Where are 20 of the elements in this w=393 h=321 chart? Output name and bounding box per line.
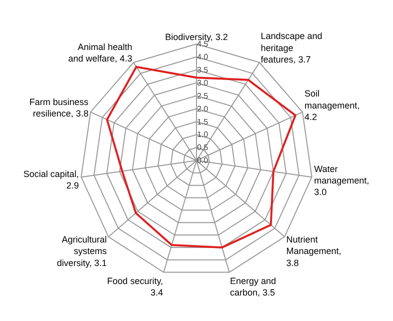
spoke-label: Food security, 3.4 — [107, 276, 164, 298]
spoke-label: Nutrient Management, 3.8 — [286, 234, 342, 268]
y-tick-label: 3.5 — [197, 65, 209, 74]
spoke-label: Animal health and welfare, 4.3 — [68, 42, 132, 64]
spoke-label: Farm business resilience, 3.8 — [29, 96, 89, 119]
spoke-label: Social capital, 2.9 — [23, 168, 79, 190]
y-tick-label: 0.5 — [197, 143, 209, 152]
y-tick-label: 1.0 — [197, 130, 209, 140]
y-tick-label: 3.0 — [197, 78, 209, 88]
spoke-label: Biodiversity, 3.2 — [165, 32, 228, 42]
spoke-label: Agricultural systems diversity, 3.1 — [56, 234, 108, 268]
y-tick-label: 2.0 — [197, 104, 209, 114]
y-tick-label: 4.0 — [197, 52, 209, 62]
y-tick-label: 1.5 — [197, 117, 209, 126]
spoke-label: Water management, 3.0 — [314, 164, 370, 198]
spoke-label: Landscape and heritage features, 3.7 — [260, 31, 322, 65]
spoke-label: Energy and carbon, 3.5 — [230, 276, 276, 298]
y-tick-label: 2.5 — [197, 91, 209, 100]
spoke-label: Soil management, 4.2 — [304, 88, 360, 122]
y-tick-label: 0.0 — [197, 156, 209, 166]
